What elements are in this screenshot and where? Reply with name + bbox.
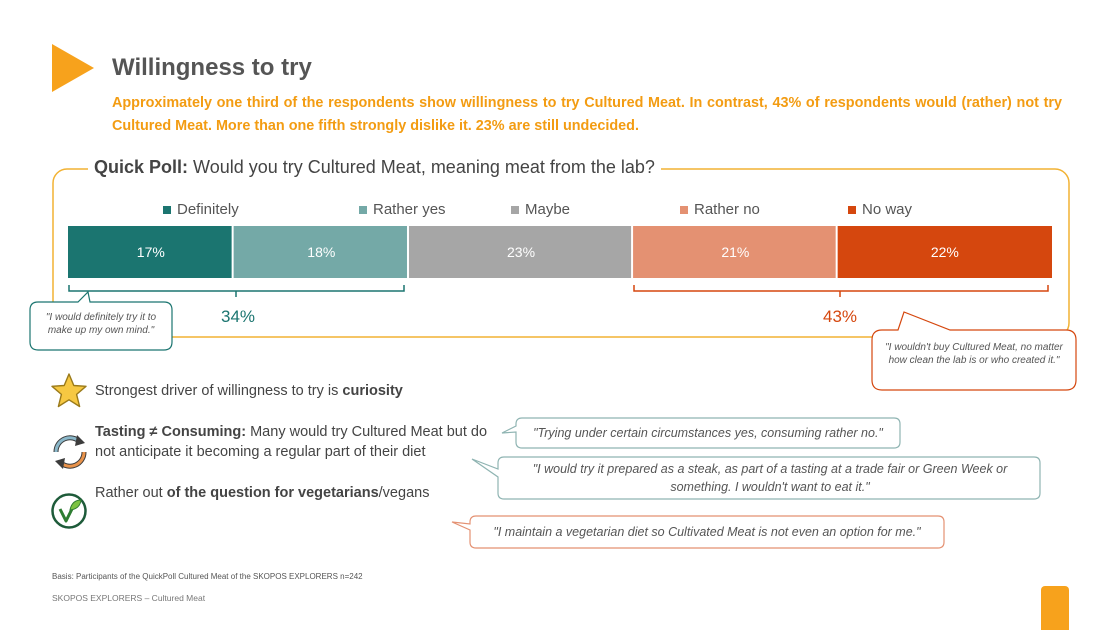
point-text: /vegans [378,485,430,501]
legend-item-definitely: Definitely [163,201,239,218]
legend-swatch [359,205,367,214]
point-tasting-consuming: Tasting ≠ Consuming: Many would try Cult… [95,422,505,462]
poll-question: Would you try Cultured Meat, meaning mea… [193,157,655,177]
point-text: Rather out [95,485,167,501]
quote-1-bubble [501,417,901,449]
bar-segment-maybe [408,226,632,278]
bar-value-label: 23% [507,244,535,260]
bracket-no [633,285,1049,297]
legend-item-rather-no: Rather no [680,201,760,218]
callout-left-text: "I would definitely try it to make up my… [45,312,157,336]
page-subtitle: Approximately one third of the responden… [112,95,1062,134]
legend-item-maybe: Maybe [511,201,570,218]
quote-2-text: "I would try it prepared as a steak, as … [532,462,1008,494]
bar-segment-definitely [68,226,232,278]
bar-value-label: 18% [307,244,335,260]
corner-accent [1041,586,1069,630]
point-curiosity: Strongest driver of willingness to try i… [95,381,403,401]
bar-segment-rather-yes [233,226,407,278]
page-title: Willingness to try [112,54,312,81]
brand-triangle-icon [52,44,94,92]
callout-right-text: "I wouldn't buy Cultured Meat, no matter… [885,342,1063,366]
callout-right-bubble [871,311,1077,391]
stacked-bar-chart: 17% 18% 23% 21% 22% [68,226,1052,278]
legend-label: Rather yes [373,201,446,218]
bar-segment-rather-no [633,226,836,278]
point-text: Many would try Cultured Meat but do not … [95,424,488,460]
legend-label: Rather no [694,201,760,218]
group-brackets [68,285,1049,297]
point-bold-text: Tasting ≠ Consuming: [95,424,247,440]
bracket-yes [68,285,405,297]
legend-label: Definitely [177,201,239,218]
legend-item-rather-yes: Rather yes [359,201,446,218]
legend-swatch [680,205,688,214]
point-text: Strongest driver of willingness to try i… [95,383,343,399]
bar-value-label: 21% [721,244,749,260]
legend-swatch [511,205,519,214]
bar-value-label: 22% [931,244,959,260]
vegan-leaf-icon [51,493,87,529]
poll-label: Quick Poll: [94,157,189,177]
poll-title: Quick Poll: Would you try Cultured Meat,… [88,157,661,178]
point-bold-text: curiosity [342,383,403,399]
footer-text: SKOPOS EXPLORERS – Cultured Meat [52,593,206,603]
star-icon [51,373,87,408]
quote-3-bubble [451,515,945,549]
legend-swatch [848,205,856,214]
bracket-label-no: 43% [823,307,858,326]
quote-1-text: "Trying under certain circumstances yes,… [533,426,883,440]
quote-3-text: "I maintain a vegetarian diet so Cultiva… [493,525,921,539]
bar-value-label: 17% [137,244,165,260]
legend-swatch [163,205,171,214]
bar-segment-no-way [837,226,1052,278]
callout-left-bubble [29,290,173,351]
legend-label: Maybe [525,201,571,218]
point-vegetarians: Rather out of the question for vegetaria… [95,483,429,503]
point-bold-text: of the question for vegetarians [166,485,379,501]
legend-item-no-way: No way [848,201,912,218]
basis-note: Basis: Participants of the QuickPoll Cul… [52,572,363,581]
quote-2-bubble [471,456,1041,500]
legend-label: No way [862,201,913,218]
cycle-arrows-icon [53,435,87,469]
bracket-label-yes: 34% [221,307,256,326]
